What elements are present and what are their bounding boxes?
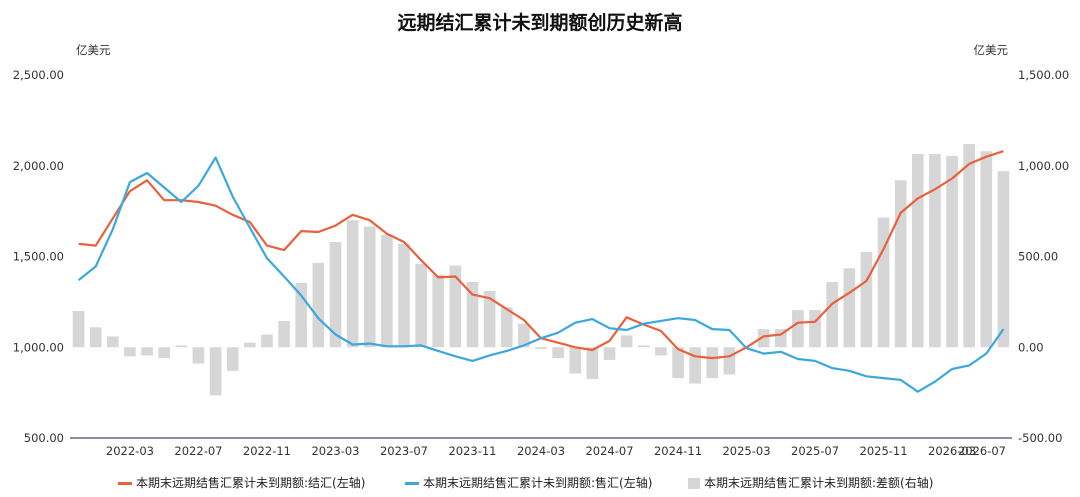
bar-difference xyxy=(997,171,1010,348)
bar-difference xyxy=(860,251,873,348)
x-tick-label: 2022-07 xyxy=(174,444,222,458)
axes: 亿美元 亿美元 2,500.00 2,000.00 1,500.00 1,000.00 50… xyxy=(13,43,1069,458)
bar-difference xyxy=(432,274,445,348)
bar-difference xyxy=(466,281,479,348)
chart-title: 远期结汇累计未到期额创历史新高 xyxy=(397,12,683,34)
bar-difference xyxy=(226,347,239,371)
bar-difference xyxy=(963,143,976,348)
bar-difference xyxy=(363,226,376,348)
left-tick-label: 2,000.00 xyxy=(13,159,64,173)
bar-difference xyxy=(483,290,496,348)
bar-difference xyxy=(894,180,907,348)
bar-difference xyxy=(569,347,582,374)
legend-swatch-blue xyxy=(405,482,419,485)
left-tick-label: 1,500.00 xyxy=(13,250,64,264)
bar-difference xyxy=(175,345,188,348)
bar-difference xyxy=(877,217,890,348)
bar-difference xyxy=(312,262,325,348)
x-tick-label: 2023-11 xyxy=(448,444,496,458)
right-tick-label: 1,500.00 xyxy=(1018,68,1069,82)
bar-difference xyxy=(774,329,787,348)
bar-difference xyxy=(672,347,684,379)
bar-difference xyxy=(278,320,290,348)
x-tick-label: 2025-03 xyxy=(722,444,770,458)
line-sale xyxy=(77,156,1005,393)
bar-difference xyxy=(158,347,171,359)
bar-difference xyxy=(586,347,599,380)
line-series-group xyxy=(77,150,1005,393)
bar-difference xyxy=(106,336,119,348)
bar-difference xyxy=(911,153,924,348)
bar-difference xyxy=(792,310,804,348)
bar-difference xyxy=(89,327,102,348)
x-tick-label: 2026-07 xyxy=(958,444,1006,458)
bar-difference xyxy=(518,323,530,348)
bar-difference xyxy=(381,234,393,348)
legend-label-difference: 本期末远期结售汇累计未到期额:差额(右轴) xyxy=(704,476,934,490)
left-tick-label: 500.00 xyxy=(24,431,64,445)
bar-series-difference xyxy=(72,143,1010,396)
right-tick-label: 500.00 xyxy=(1018,250,1058,264)
right-tick-label: -500.00 xyxy=(1018,431,1062,445)
bar-difference xyxy=(449,265,462,348)
bar-difference xyxy=(826,281,838,348)
bar-difference xyxy=(346,220,359,348)
legend-item-settlement[interactable]: 本期末远期结售汇累计未到期额:结汇(左轴) xyxy=(118,474,365,491)
bar-difference xyxy=(192,347,205,364)
x-tick-label: 2025-11 xyxy=(860,444,908,458)
right-tick-label: 0.00 xyxy=(1018,340,1044,354)
bar-difference xyxy=(929,153,941,348)
bar-difference xyxy=(603,347,616,360)
x-tick-label: 2023-03 xyxy=(311,444,359,458)
bar-difference xyxy=(723,347,736,375)
bar-difference xyxy=(620,335,633,348)
legend-label-sale: 本期末远期结售汇累计未到期额:售汇(左轴) xyxy=(423,476,653,490)
x-tick-label: 2024-11 xyxy=(654,444,702,458)
bar-difference xyxy=(689,347,701,384)
bar-difference xyxy=(398,243,410,348)
bar-difference xyxy=(124,347,136,357)
x-tick-label: 2024-03 xyxy=(517,444,565,458)
legend-item-difference[interactable]: 本期末远期结售汇累计未到期额:差额(右轴) xyxy=(688,474,933,491)
bar-difference xyxy=(706,347,719,379)
left-tick-label: 2,500.00 xyxy=(13,68,64,82)
x-tick-label: 2025-07 xyxy=(791,444,839,458)
legend-swatch-gray xyxy=(688,478,700,489)
left-tick-label: 1,000.00 xyxy=(13,340,64,354)
legend-item-sale[interactable]: 本期末远期结售汇累计未到期额:售汇(左轴) xyxy=(405,474,652,491)
bar-difference xyxy=(655,347,667,356)
left-axis-unit: 亿美元 xyxy=(76,43,111,57)
bar-difference xyxy=(500,307,513,348)
x-tick-label: 2023-07 xyxy=(380,444,428,458)
bar-difference xyxy=(552,347,564,359)
bar-difference xyxy=(946,155,958,348)
bar-difference xyxy=(295,282,308,348)
x-tick-label: 2022-11 xyxy=(243,444,291,458)
bar-difference xyxy=(637,345,650,348)
bar-difference xyxy=(415,263,427,348)
bar-difference xyxy=(980,151,993,348)
bar-difference xyxy=(141,347,153,356)
bar-difference xyxy=(329,241,342,348)
x-tick-label: 2022-03 xyxy=(106,444,154,458)
bar-difference xyxy=(843,268,856,348)
bar-difference xyxy=(809,310,821,348)
bar-difference xyxy=(209,347,222,396)
bar-difference xyxy=(244,342,256,348)
legend-label-settlement: 本期末远期结售汇累计未到期额:结汇(左轴) xyxy=(136,476,366,490)
bar-difference xyxy=(535,347,547,350)
x-tick-label: 2026-03 xyxy=(928,444,976,458)
bar-difference xyxy=(261,334,273,348)
right-axis-unit: 亿美元 xyxy=(974,43,1009,57)
legend-swatch-orange xyxy=(118,482,132,485)
x-tick-label: 2024-07 xyxy=(585,444,633,458)
right-tick-label: 1,000.00 xyxy=(1018,159,1069,173)
bar-difference xyxy=(757,329,770,348)
bar-difference xyxy=(72,310,85,348)
